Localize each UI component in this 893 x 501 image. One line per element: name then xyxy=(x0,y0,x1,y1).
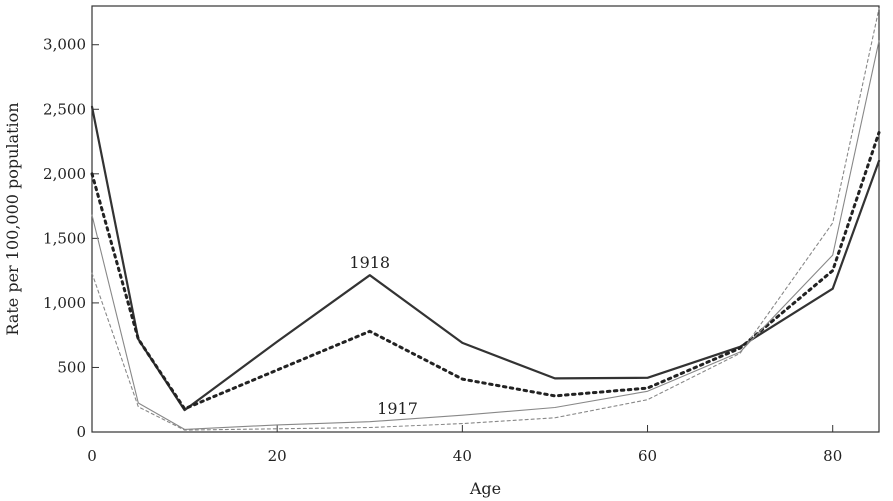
series-line-2 xyxy=(90,131,881,411)
annotation-1917: 1917 xyxy=(377,399,418,418)
x-tick-label: 20 xyxy=(268,447,287,465)
y-axis-title: Rate per 100,000 population xyxy=(3,102,22,335)
series-line-3 xyxy=(91,40,880,430)
y-tick-label: 500 xyxy=(57,358,86,376)
y-tick-label: 2,000 xyxy=(43,165,86,183)
series-line-4 xyxy=(91,8,880,431)
x-tick-label: 60 xyxy=(638,447,657,465)
series-group xyxy=(90,8,881,431)
y-tick-label: 1,000 xyxy=(43,294,86,312)
annotations: 1918 1917 xyxy=(349,253,417,418)
x-tick-label: 80 xyxy=(823,447,842,465)
y-tick-label: 1,500 xyxy=(43,229,86,247)
y-tick-label: 3,000 xyxy=(43,36,86,54)
series-line-1 xyxy=(90,105,881,412)
axes: 0 500 1,000 1,500 2,000 2,500 3,000 0 20 40 60 80 xyxy=(43,5,880,465)
y-tick-label: 0 xyxy=(76,423,86,441)
x-tick-label: 0 xyxy=(87,447,97,465)
x-axis-title: Age xyxy=(469,479,501,498)
y-tick-label: 2,500 xyxy=(43,100,86,118)
plot-frame xyxy=(91,5,880,433)
x-tick-label: 40 xyxy=(453,447,472,465)
annotation-1918: 1918 xyxy=(349,253,390,272)
